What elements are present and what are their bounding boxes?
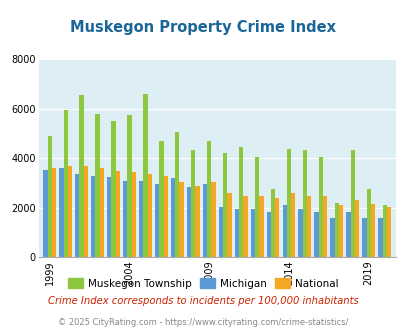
Bar: [123, 181, 127, 257]
Bar: [250, 209, 254, 257]
Text: Muskegon Property Crime Index: Muskegon Property Crime Index: [70, 20, 335, 35]
Bar: [100, 168, 104, 257]
Legend: Muskegon Township, Michigan, National: Muskegon Township, Michigan, National: [64, 274, 341, 293]
Bar: [275, 198, 279, 257]
Bar: [350, 150, 354, 257]
Bar: [270, 189, 275, 257]
Bar: [366, 189, 370, 257]
Bar: [377, 218, 382, 257]
Bar: [207, 141, 211, 257]
Bar: [75, 175, 79, 257]
Bar: [313, 212, 318, 257]
Bar: [131, 172, 136, 257]
Bar: [95, 114, 100, 257]
Bar: [254, 157, 259, 257]
Bar: [259, 195, 263, 257]
Text: Crime Index corresponds to incidents per 100,000 inhabitants: Crime Index corresponds to incidents per…: [47, 296, 358, 306]
Bar: [83, 166, 88, 257]
Bar: [222, 153, 227, 257]
Bar: [361, 218, 366, 257]
Bar: [302, 150, 306, 257]
Bar: [155, 184, 159, 257]
Bar: [386, 207, 390, 257]
Bar: [243, 195, 247, 257]
Bar: [179, 182, 183, 257]
Bar: [370, 204, 374, 257]
Bar: [139, 181, 143, 257]
Bar: [211, 182, 215, 257]
Bar: [239, 147, 243, 257]
Bar: [91, 176, 95, 257]
Bar: [163, 176, 167, 257]
Bar: [59, 168, 63, 257]
Bar: [318, 157, 322, 257]
Bar: [345, 212, 350, 257]
Bar: [338, 205, 343, 257]
Bar: [266, 212, 270, 257]
Bar: [227, 193, 231, 257]
Bar: [127, 115, 131, 257]
Bar: [191, 150, 195, 257]
Bar: [322, 195, 326, 257]
Bar: [175, 132, 179, 257]
Bar: [298, 209, 302, 257]
Bar: [52, 168, 56, 257]
Bar: [79, 95, 83, 257]
Bar: [286, 148, 290, 257]
Bar: [290, 193, 295, 257]
Bar: [234, 209, 239, 257]
Bar: [282, 205, 286, 257]
Bar: [115, 171, 120, 257]
Bar: [334, 203, 338, 257]
Bar: [382, 205, 386, 257]
Bar: [107, 177, 111, 257]
Text: © 2025 CityRating.com - https://www.cityrating.com/crime-statistics/: © 2025 CityRating.com - https://www.city…: [58, 318, 347, 327]
Bar: [171, 178, 175, 257]
Bar: [354, 201, 358, 257]
Bar: [63, 110, 68, 257]
Bar: [47, 136, 52, 257]
Bar: [218, 207, 222, 257]
Bar: [202, 184, 207, 257]
Bar: [111, 121, 115, 257]
Bar: [147, 175, 151, 257]
Bar: [143, 94, 147, 257]
Bar: [186, 187, 191, 257]
Bar: [43, 170, 47, 257]
Bar: [159, 141, 163, 257]
Bar: [306, 195, 311, 257]
Bar: [68, 166, 72, 257]
Bar: [330, 218, 334, 257]
Bar: [195, 185, 199, 257]
